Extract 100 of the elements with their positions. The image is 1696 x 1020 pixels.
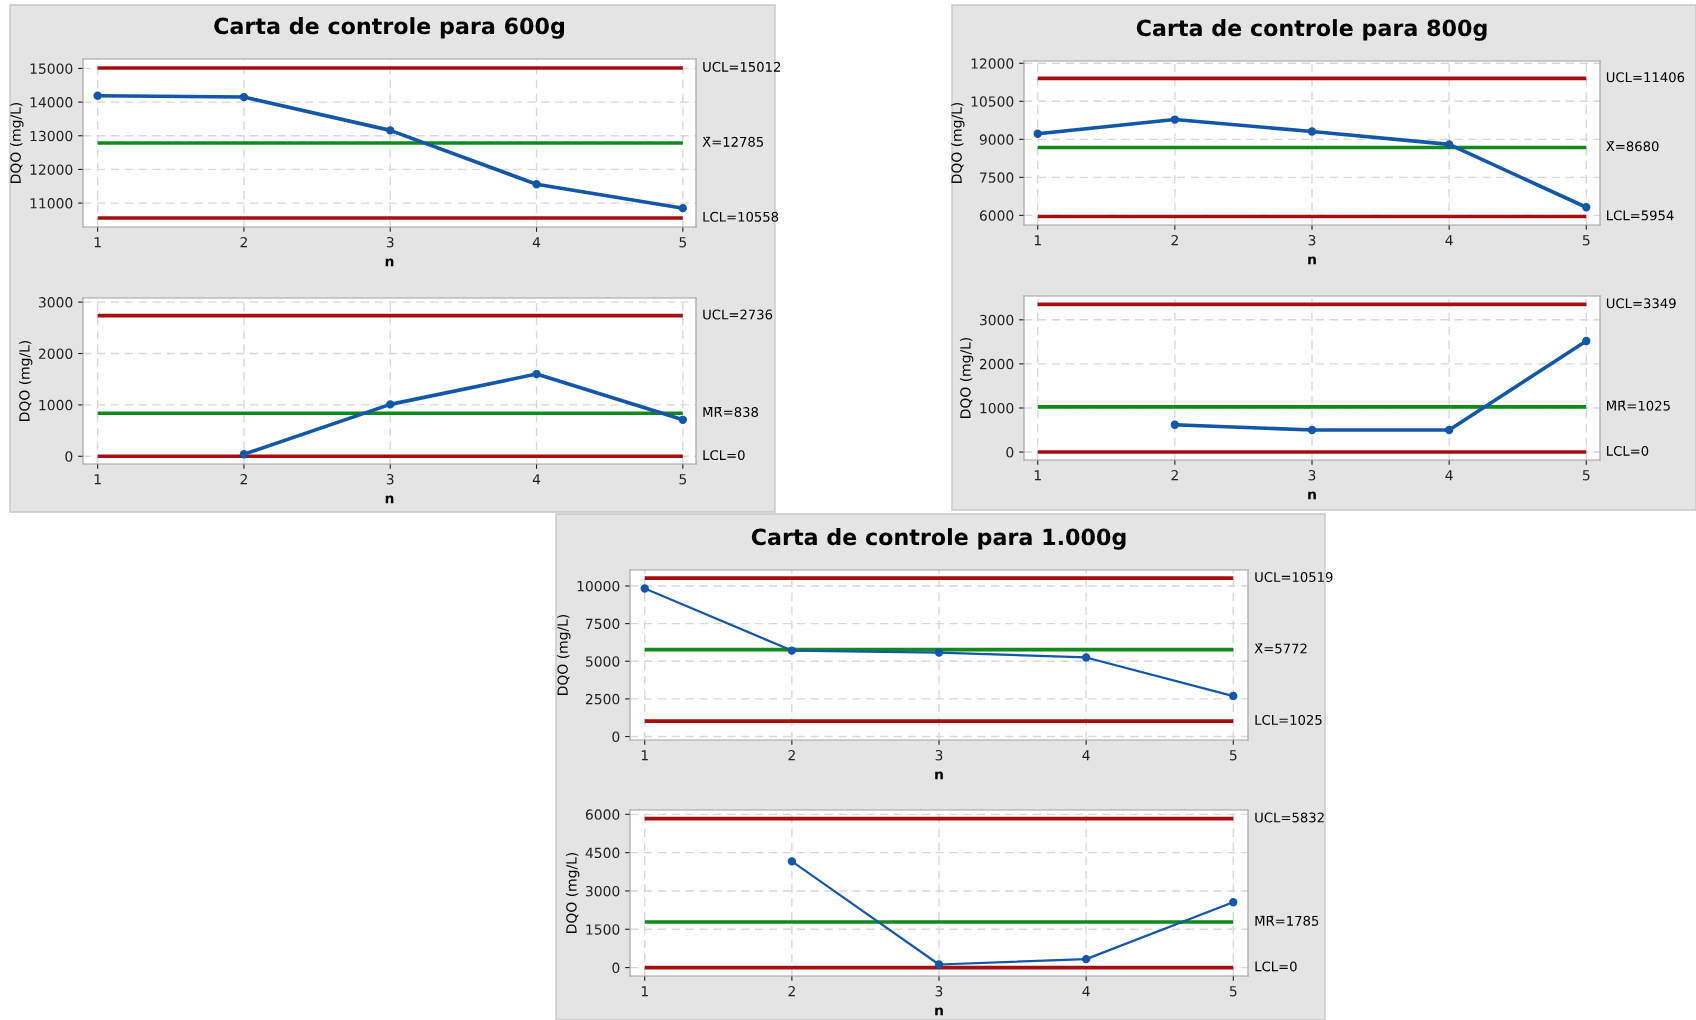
y-tick-label: 4500	[585, 847, 620, 859]
y-tick-label: 7500	[586, 618, 620, 630]
ref-line-label: LCL=10558	[703, 211, 779, 222]
y-tick-label: 3000	[38, 297, 73, 308]
x-axis-title: n	[935, 1007, 943, 1016]
x-tick-label: 3	[386, 236, 394, 248]
y-tick-label: 0	[612, 962, 620, 974]
x-tick-label: 3	[1308, 469, 1316, 481]
point	[1229, 898, 1238, 907]
ref-line-label: LCL=0	[703, 450, 745, 461]
ref-line-label: LCL=0	[1607, 445, 1649, 456]
point	[678, 415, 688, 424]
y-axis-title: DQO (mg/L)	[959, 337, 974, 418]
y-tick-label: 10500	[971, 96, 1014, 107]
x-tick-label: 5	[679, 237, 687, 248]
ref-line-label: X̄=8680	[1606, 141, 1659, 152]
x-axis-title: n	[385, 495, 394, 504]
x-tick-label: 4	[1082, 986, 1090, 997]
point	[934, 960, 944, 969]
y-tick-label: 5000	[586, 656, 620, 667]
x-tick-label: 1	[1034, 470, 1041, 481]
ref-line-label: UCL=5832	[1255, 812, 1324, 823]
y-axis-title: DQO (mg/L)	[557, 614, 571, 695]
ref-line-label: X̄=12785	[702, 136, 764, 147]
y-axis-title: DQO (mg/L)	[951, 102, 965, 183]
ref-line-label: LCL=1025	[1255, 714, 1322, 725]
y-tick-label: 1500	[586, 924, 620, 935]
y-tick-label: 6000	[585, 809, 620, 820]
point	[1081, 653, 1091, 662]
x-tick-label: 3	[935, 749, 943, 761]
x-tick-label: 1	[641, 750, 648, 761]
point	[239, 92, 249, 102]
x-tick-label: 2	[1171, 234, 1178, 246]
point	[1170, 420, 1180, 429]
x-tick-label: 3	[386, 473, 394, 485]
point	[1582, 336, 1591, 346]
x-tick-label: 2	[240, 473, 247, 485]
y-tick-label: 12000	[30, 164, 73, 175]
y-tick-label: 11000	[30, 198, 73, 209]
point	[1033, 129, 1042, 138]
y-tick-label: 2500	[585, 693, 620, 705]
y-tick-label: 0	[612, 731, 620, 743]
y-tick-label: 2000	[979, 358, 1014, 370]
point	[386, 126, 395, 135]
point	[386, 400, 395, 409]
x-axis-title: n	[935, 771, 943, 780]
x-tick-label: 1	[641, 986, 648, 997]
point	[239, 450, 249, 459]
x-tick-label: 2	[788, 985, 795, 997]
point	[787, 857, 797, 866]
ref-line-label: LCL=5954	[1607, 210, 1674, 221]
y-axis-title: DQO (mg/L)	[10, 102, 24, 183]
ref-line-label: M̄R̄=1025	[1607, 400, 1670, 411]
point	[93, 91, 102, 100]
y-tick-label: 3000	[979, 314, 1014, 326]
y-tick-label: 1000	[980, 402, 1014, 414]
point	[678, 203, 688, 213]
ref-line-label: M̄R̄=838	[703, 407, 759, 418]
x-tick-label: 5	[1229, 750, 1237, 761]
y-tick-label: 10000	[577, 580, 620, 592]
x-tick-label: 3	[1308, 234, 1316, 246]
ref-line-label: UCL=10519	[1255, 571, 1333, 582]
point	[1229, 691, 1238, 701]
x-tick-label: 2	[1171, 469, 1178, 481]
y-tick-label: 0	[65, 451, 73, 462]
point	[787, 646, 797, 655]
point	[1081, 954, 1091, 964]
point	[532, 180, 541, 189]
x-axis-title: n	[1308, 491, 1316, 500]
x-tick-label: 2	[788, 749, 795, 761]
point	[1307, 127, 1317, 136]
point	[934, 648, 944, 657]
y-tick-label: 7500	[980, 172, 1014, 183]
point	[1444, 140, 1454, 149]
x-tick-label: 4	[532, 474, 541, 485]
x-tick-label: 5	[1582, 470, 1590, 481]
y-tick-label: 2000	[38, 348, 73, 359]
ref-line-label: LCL=0	[1255, 961, 1297, 972]
x-tick-label: 2	[240, 236, 247, 248]
x-tick-label: 5	[679, 474, 687, 485]
y-tick-label: 13000	[30, 130, 73, 142]
y-tick-label: 15000	[30, 63, 73, 74]
chart-title: Carta de controle para 800g	[1136, 19, 1487, 41]
y-tick-label: 0	[1006, 447, 1014, 458]
point	[1307, 425, 1317, 435]
point	[1582, 203, 1591, 212]
x-tick-label: 4	[1445, 470, 1453, 481]
point	[640, 584, 649, 593]
x-tick-label: 3	[935, 985, 943, 997]
y-tick-label: 9000	[979, 134, 1014, 145]
y-tick-label: 12000	[971, 58, 1014, 69]
x-axis-title: n	[385, 258, 394, 267]
point	[532, 369, 541, 379]
chart-title: Carta de controle para 600g	[214, 17, 565, 39]
ref-line-label: UCL=3349	[1606, 298, 1676, 309]
ref-line-label: X̄=5772	[1254, 643, 1307, 654]
x-tick-label: 1	[1034, 235, 1041, 246]
y-tick-label: 6000	[979, 210, 1014, 221]
x-tick-label: 5	[1582, 235, 1590, 246]
y-axis-title: DQO (mg/L)	[565, 852, 580, 933]
